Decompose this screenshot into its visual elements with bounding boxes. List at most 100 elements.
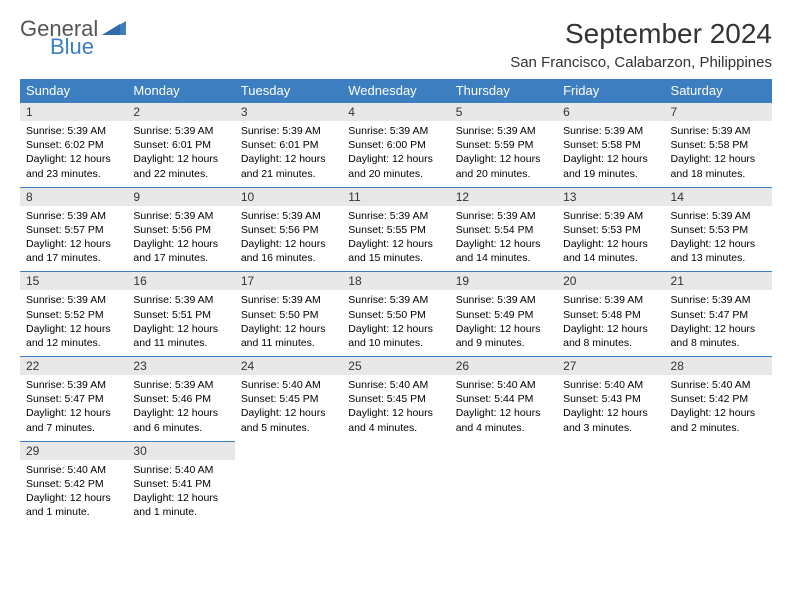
sunset-text: Sunset: 5:45 PM — [348, 392, 443, 406]
calendar-cell — [665, 441, 772, 526]
sunrise-text: Sunrise: 5:39 AM — [671, 209, 766, 223]
daylight-text: Daylight: 12 hours and 10 minutes. — [348, 322, 443, 350]
calendar-cell: 29Sunrise: 5:40 AMSunset: 5:42 PMDayligh… — [20, 441, 127, 526]
day-number: 20 — [557, 271, 664, 290]
daylight-text: Daylight: 12 hours and 17 minutes. — [26, 237, 121, 265]
day-body: Sunrise: 5:40 AMSunset: 5:42 PMDaylight:… — [665, 375, 772, 441]
daylight-text: Daylight: 12 hours and 3 minutes. — [563, 406, 658, 434]
day-body: Sunrise: 5:39 AMSunset: 6:00 PMDaylight:… — [342, 121, 449, 187]
sunset-text: Sunset: 5:50 PM — [241, 308, 336, 322]
daylight-text: Daylight: 12 hours and 2 minutes. — [671, 406, 766, 434]
sunset-text: Sunset: 5:55 PM — [348, 223, 443, 237]
month-title: September 2024 — [510, 18, 772, 50]
day-body: Sunrise: 5:39 AMSunset: 5:58 PMDaylight:… — [557, 121, 664, 187]
sunset-text: Sunset: 6:00 PM — [348, 138, 443, 152]
day-body: Sunrise: 5:39 AMSunset: 5:59 PMDaylight:… — [450, 121, 557, 187]
day-number: 22 — [20, 356, 127, 375]
day-number: 16 — [127, 271, 234, 290]
sunrise-text: Sunrise: 5:40 AM — [671, 378, 766, 392]
calendar-cell: 19Sunrise: 5:39 AMSunset: 5:49 PMDayligh… — [450, 271, 557, 356]
daylight-text: Daylight: 12 hours and 18 minutes. — [671, 152, 766, 180]
sunset-text: Sunset: 5:56 PM — [133, 223, 228, 237]
sunrise-text: Sunrise: 5:39 AM — [563, 209, 658, 223]
sunrise-text: Sunrise: 5:40 AM — [26, 463, 121, 477]
day-body: Sunrise: 5:40 AMSunset: 5:45 PMDaylight:… — [235, 375, 342, 441]
calendar-cell: 14Sunrise: 5:39 AMSunset: 5:53 PMDayligh… — [665, 187, 772, 272]
daylight-text: Daylight: 12 hours and 19 minutes. — [563, 152, 658, 180]
daylight-text: Daylight: 12 hours and 20 minutes. — [348, 152, 443, 180]
sunset-text: Sunset: 5:44 PM — [456, 392, 551, 406]
day-number: 17 — [235, 271, 342, 290]
day-body: Sunrise: 5:39 AMSunset: 5:56 PMDaylight:… — [235, 206, 342, 272]
daylight-text: Daylight: 12 hours and 20 minutes. — [456, 152, 551, 180]
calendar-cell: 8Sunrise: 5:39 AMSunset: 5:57 PMDaylight… — [20, 187, 127, 272]
sunrise-text: Sunrise: 5:39 AM — [241, 293, 336, 307]
sunset-text: Sunset: 5:58 PM — [563, 138, 658, 152]
sunset-text: Sunset: 5:49 PM — [456, 308, 551, 322]
calendar-cell — [450, 441, 557, 526]
calendar-row: 15Sunrise: 5:39 AMSunset: 5:52 PMDayligh… — [20, 271, 772, 356]
daylight-text: Daylight: 12 hours and 7 minutes. — [26, 406, 121, 434]
logo-triangle-icon — [102, 19, 126, 39]
header: General Blue September 2024 San Francisc… — [20, 18, 772, 71]
daylight-text: Daylight: 12 hours and 21 minutes. — [241, 152, 336, 180]
day-number: 23 — [127, 356, 234, 375]
day-number: 14 — [665, 187, 772, 206]
sunset-text: Sunset: 5:42 PM — [26, 477, 121, 491]
day-number: 9 — [127, 187, 234, 206]
sunrise-text: Sunrise: 5:39 AM — [348, 124, 443, 138]
daylight-text: Daylight: 12 hours and 14 minutes. — [563, 237, 658, 265]
sunrise-text: Sunrise: 5:39 AM — [133, 124, 228, 138]
day-number: 10 — [235, 187, 342, 206]
day-number: 1 — [20, 102, 127, 121]
day-body: Sunrise: 5:40 AMSunset: 5:43 PMDaylight:… — [557, 375, 664, 441]
day-number: 26 — [450, 356, 557, 375]
calendar-cell: 23Sunrise: 5:39 AMSunset: 5:46 PMDayligh… — [127, 356, 234, 441]
weekday-header: Thursday — [450, 79, 557, 102]
sunrise-text: Sunrise: 5:39 AM — [563, 124, 658, 138]
day-body: Sunrise: 5:39 AMSunset: 5:48 PMDaylight:… — [557, 290, 664, 356]
day-body: Sunrise: 5:39 AMSunset: 6:01 PMDaylight:… — [127, 121, 234, 187]
weekday-header: Wednesday — [342, 79, 449, 102]
day-number: 13 — [557, 187, 664, 206]
calendar-row: 1Sunrise: 5:39 AMSunset: 6:02 PMDaylight… — [20, 102, 772, 187]
day-body: Sunrise: 5:40 AMSunset: 5:45 PMDaylight:… — [342, 375, 449, 441]
weekday-header: Sunday — [20, 79, 127, 102]
calendar-cell: 26Sunrise: 5:40 AMSunset: 5:44 PMDayligh… — [450, 356, 557, 441]
day-number: 6 — [557, 102, 664, 121]
sunset-text: Sunset: 5:47 PM — [671, 308, 766, 322]
calendar-cell — [342, 441, 449, 526]
day-number: 25 — [342, 356, 449, 375]
sunrise-text: Sunrise: 5:40 AM — [133, 463, 228, 477]
calendar-cell: 22Sunrise: 5:39 AMSunset: 5:47 PMDayligh… — [20, 356, 127, 441]
day-number: 21 — [665, 271, 772, 290]
location: San Francisco, Calabarzon, Philippines — [510, 54, 772, 71]
sunrise-text: Sunrise: 5:39 AM — [133, 293, 228, 307]
sunrise-text: Sunrise: 5:39 AM — [563, 293, 658, 307]
weekday-header: Monday — [127, 79, 234, 102]
day-number: 11 — [342, 187, 449, 206]
sunrise-text: Sunrise: 5:39 AM — [348, 293, 443, 307]
daylight-text: Daylight: 12 hours and 11 minutes. — [133, 322, 228, 350]
sunset-text: Sunset: 5:50 PM — [348, 308, 443, 322]
daylight-text: Daylight: 12 hours and 22 minutes. — [133, 152, 228, 180]
sunset-text: Sunset: 5:56 PM — [241, 223, 336, 237]
day-body: Sunrise: 5:39 AMSunset: 5:47 PMDaylight:… — [20, 375, 127, 441]
sunrise-text: Sunrise: 5:40 AM — [456, 378, 551, 392]
calendar-cell: 15Sunrise: 5:39 AMSunset: 5:52 PMDayligh… — [20, 271, 127, 356]
daylight-text: Daylight: 12 hours and 23 minutes. — [26, 152, 121, 180]
day-number: 28 — [665, 356, 772, 375]
day-body: Sunrise: 5:39 AMSunset: 5:58 PMDaylight:… — [665, 121, 772, 187]
daylight-text: Daylight: 12 hours and 1 minute. — [133, 491, 228, 519]
day-body: Sunrise: 5:39 AMSunset: 6:01 PMDaylight:… — [235, 121, 342, 187]
daylight-text: Daylight: 12 hours and 16 minutes. — [241, 237, 336, 265]
calendar-cell: 13Sunrise: 5:39 AMSunset: 5:53 PMDayligh… — [557, 187, 664, 272]
daylight-text: Daylight: 12 hours and 11 minutes. — [241, 322, 336, 350]
sunrise-text: Sunrise: 5:39 AM — [241, 124, 336, 138]
sunset-text: Sunset: 5:43 PM — [563, 392, 658, 406]
day-number: 12 — [450, 187, 557, 206]
calendar-cell: 5Sunrise: 5:39 AMSunset: 5:59 PMDaylight… — [450, 102, 557, 187]
day-body: Sunrise: 5:39 AMSunset: 5:50 PMDaylight:… — [235, 290, 342, 356]
sunset-text: Sunset: 5:57 PM — [26, 223, 121, 237]
sunset-text: Sunset: 5:59 PM — [456, 138, 551, 152]
